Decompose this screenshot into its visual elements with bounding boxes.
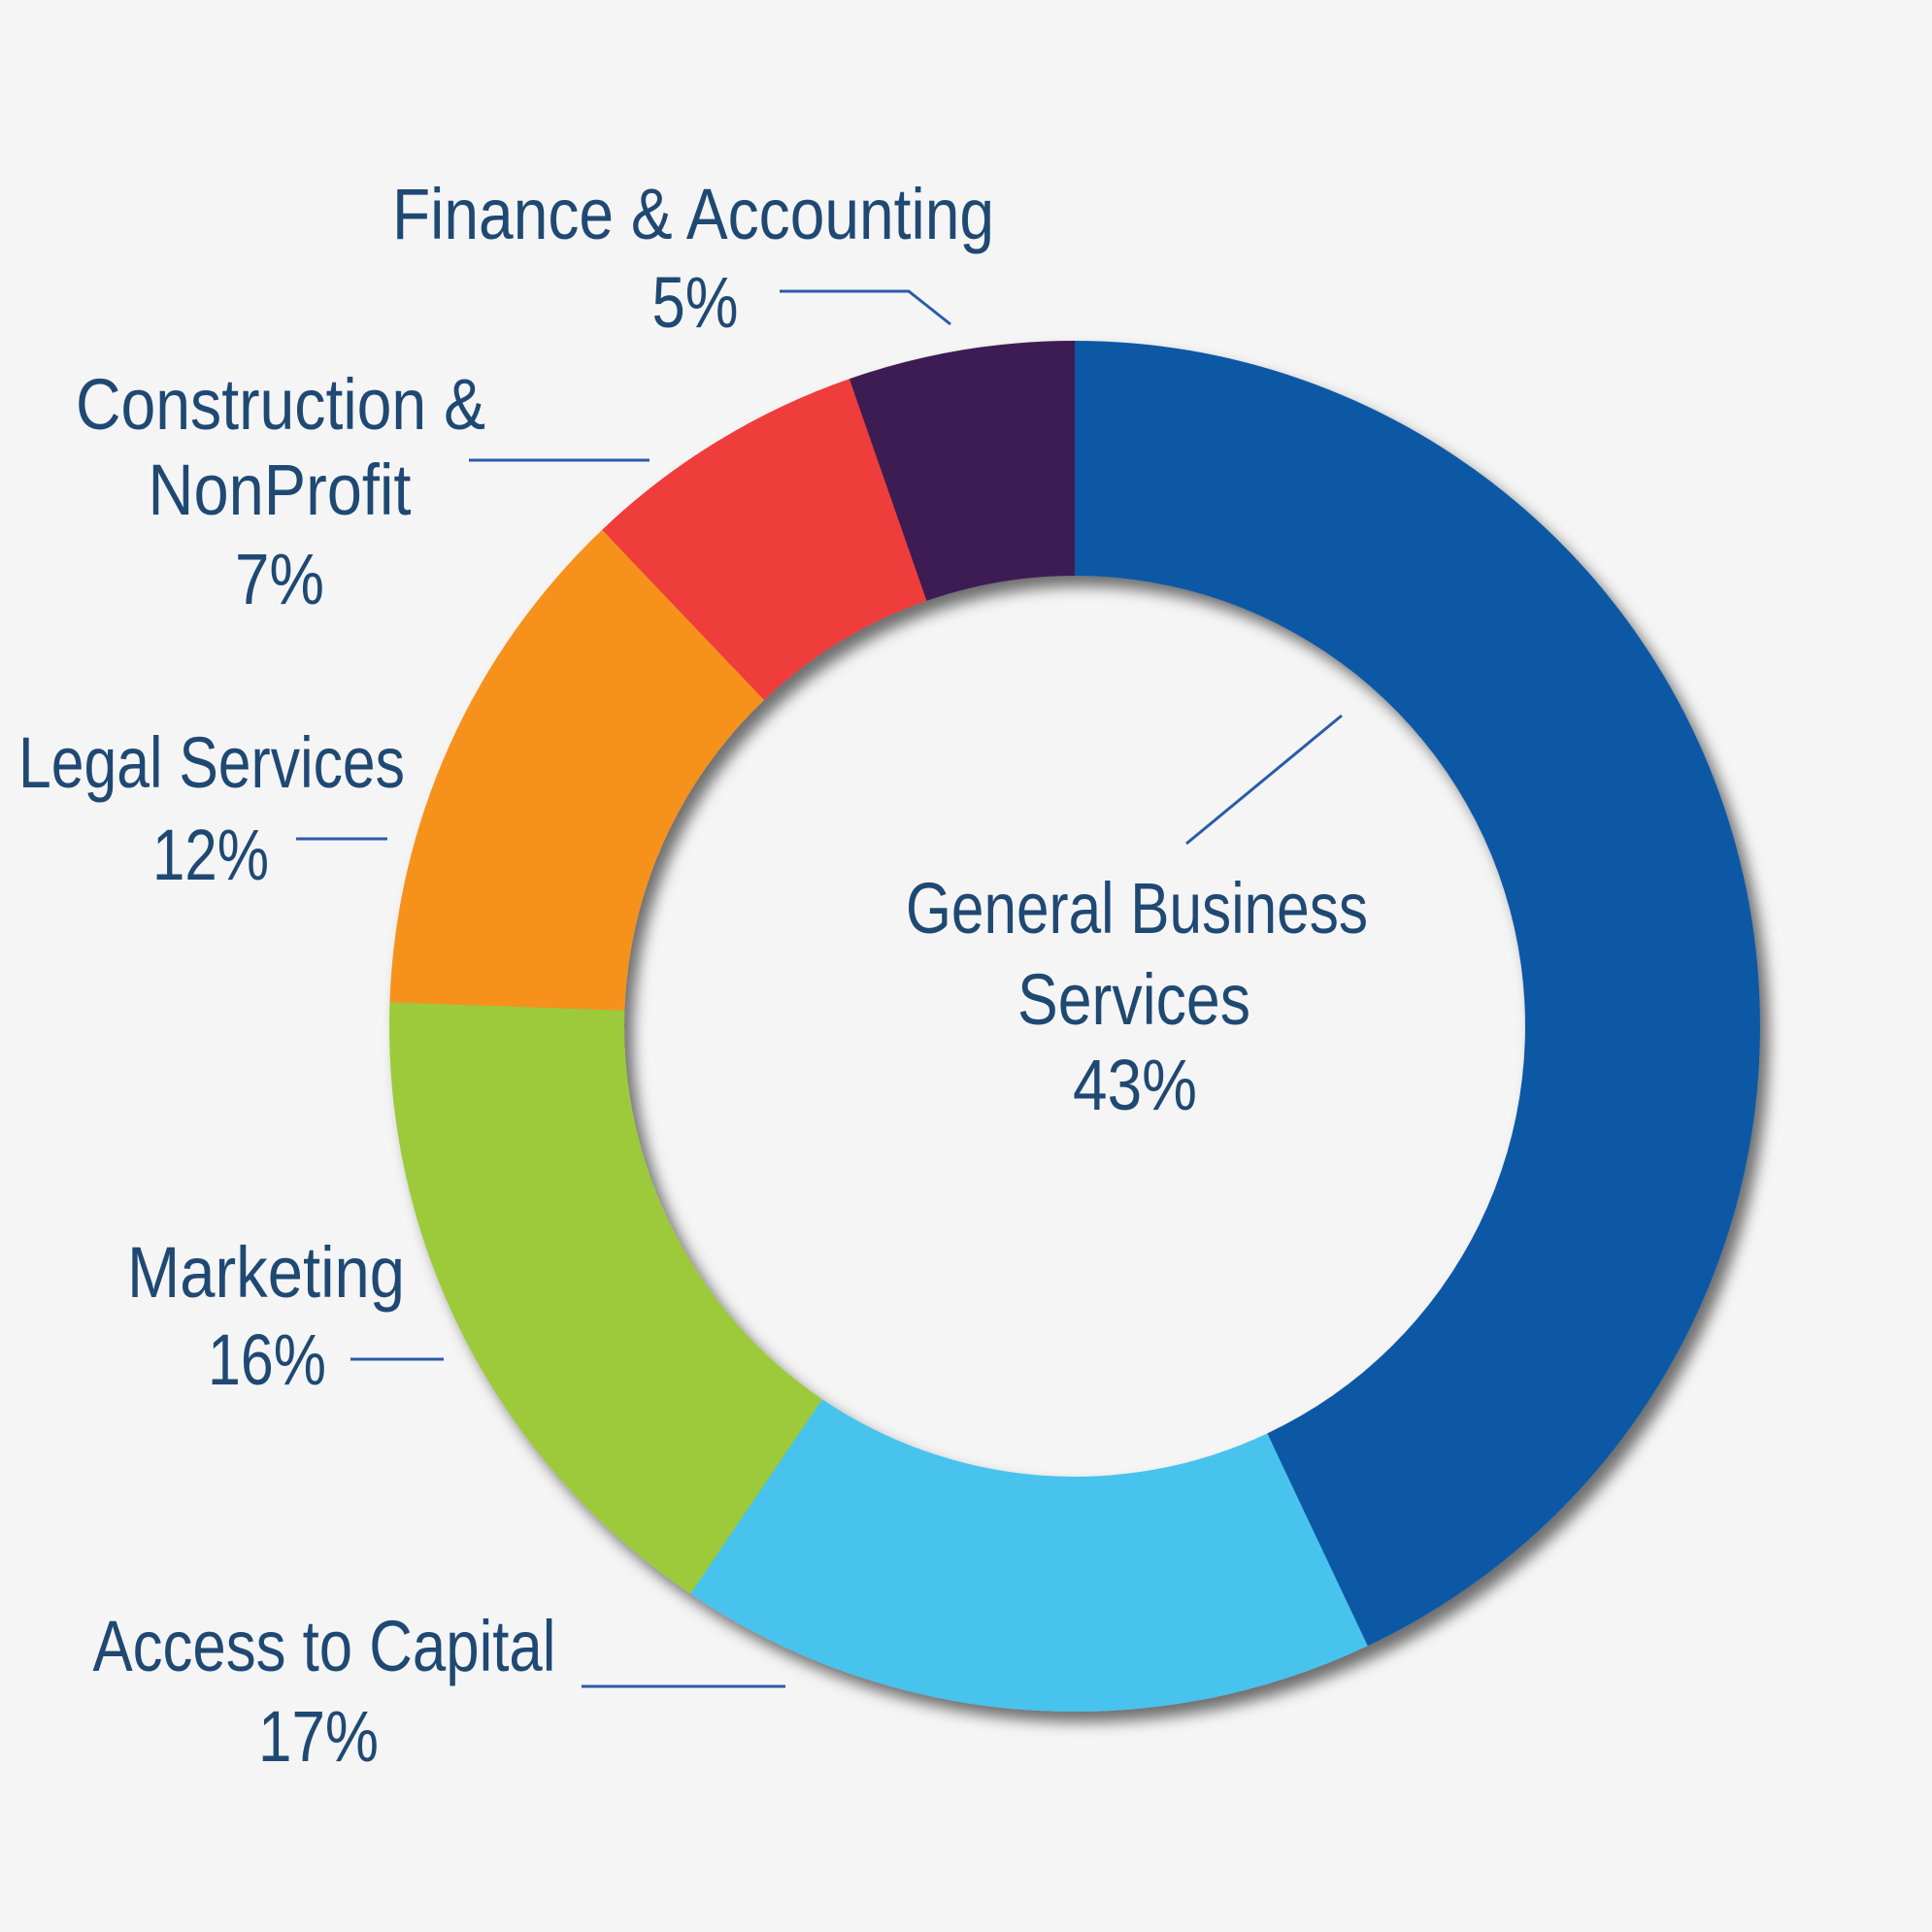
svg-text:Access to Capital: Access to Capital — [93, 1606, 556, 1686]
svg-text:43%: 43% — [1073, 1045, 1197, 1125]
svg-text:5%: 5% — [652, 262, 739, 343]
svg-text:7%: 7% — [235, 539, 324, 619]
svg-text:Marketing: Marketing — [127, 1232, 405, 1313]
svg-text:Construction &: Construction & — [76, 364, 485, 445]
svg-text:17%: 17% — [258, 1696, 379, 1777]
svg-text:Services: Services — [1017, 959, 1250, 1040]
svg-text:12%: 12% — [152, 815, 269, 895]
svg-text:Finance & Accounting: Finance & Accounting — [392, 174, 994, 254]
svg-text:General Business: General Business — [906, 868, 1368, 949]
svg-text:16%: 16% — [208, 1319, 326, 1400]
svg-text:NonProfit: NonProfit — [149, 450, 412, 530]
svg-text:Legal Services: Legal Services — [18, 722, 405, 803]
